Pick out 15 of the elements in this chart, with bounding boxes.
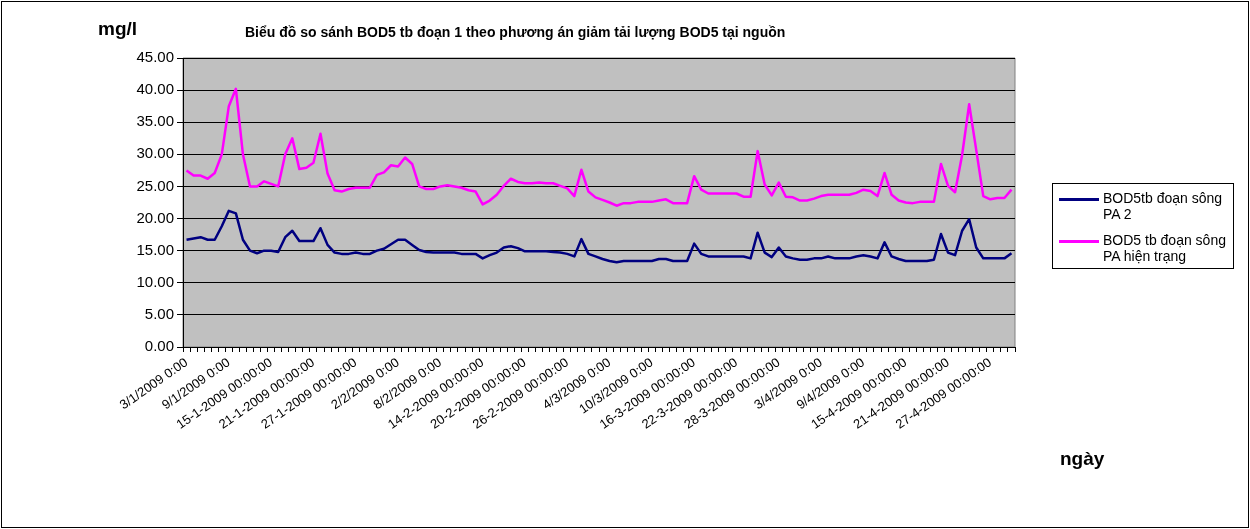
y-axis-title: mg/l xyxy=(98,18,138,40)
y-tick-label: 0.00 xyxy=(144,337,174,355)
y-tick-label: 5.00 xyxy=(144,305,174,323)
y-tick-label: 10.00 xyxy=(136,272,174,290)
legend-label: BOD5tb đoạn sông PA 2 xyxy=(1103,190,1224,222)
y-tick-label: 30.00 xyxy=(136,144,174,162)
y-tick-label: 25.00 xyxy=(136,176,174,194)
y-tick-label: 15.00 xyxy=(136,240,174,258)
chart-title: Biểu đồ so sánh BOD5 tb đoạn 1 theo phương án giảm tải lượng BOD5 tại nguồn xyxy=(244,24,787,40)
y-tick-label: 35.00 xyxy=(136,112,174,130)
y-tick-label: 45.00 xyxy=(136,48,174,66)
legend-label: BOD5 tb đoạn sông PA hiện trạng xyxy=(1103,232,1227,264)
x-axis-title: ngày xyxy=(1060,448,1105,470)
y-tick-label: 20.00 xyxy=(136,208,174,226)
y-tick-label: 40.00 xyxy=(136,80,174,98)
